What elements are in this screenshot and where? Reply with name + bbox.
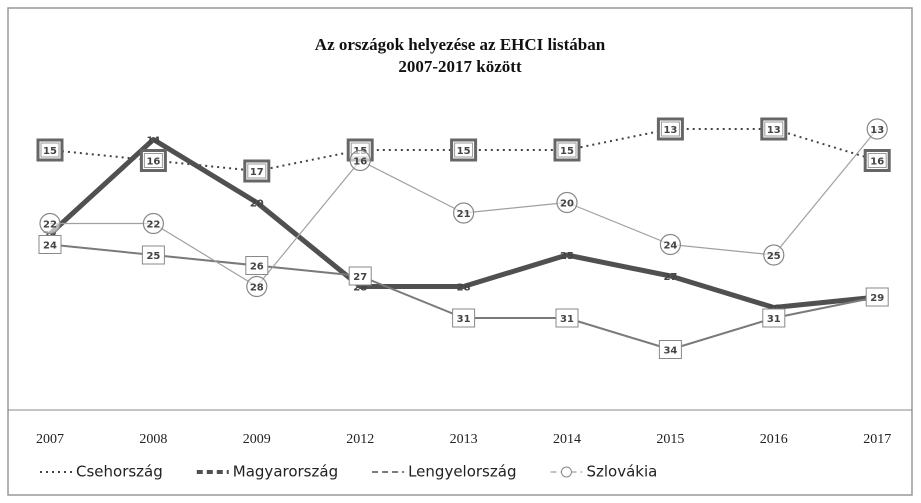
x-tick-label: 2014: [553, 432, 581, 447]
marker: [659, 233, 682, 256]
data-label: 27: [663, 272, 677, 283]
marker-inner: [143, 153, 163, 168]
data-label: 31: [457, 314, 471, 325]
marker-inner: [867, 153, 887, 168]
x-tick-label: 2007: [36, 432, 64, 447]
data-label: 27: [353, 272, 367, 283]
legend-item: Lengyelország: [372, 463, 516, 481]
data-label: 21: [457, 209, 471, 220]
marker: [555, 308, 579, 328]
data-label: 28: [250, 283, 264, 294]
data-label: 14: [146, 136, 160, 147]
marker: [348, 266, 372, 286]
legend-item: Szlovákia: [550, 463, 657, 481]
marker-inner: [764, 121, 784, 137]
data-label: 26: [250, 262, 264, 273]
data-label: 20: [250, 199, 264, 210]
data-label: 17: [250, 167, 264, 178]
marker: [658, 340, 682, 359]
marker: [865, 287, 889, 307]
marker: [349, 149, 371, 172]
data-label: 22: [146, 220, 160, 231]
series-line: [49, 128, 878, 172]
data-label: 25: [560, 251, 574, 262]
marker: [866, 118, 888, 140]
legend-label: Szlovákia: [586, 463, 657, 481]
data-label: 16: [353, 157, 367, 168]
marker: [245, 256, 269, 275]
x-tick-label: 2016: [760, 432, 788, 447]
marker: [141, 245, 165, 265]
marker-inner: [247, 163, 267, 179]
data-label: 16: [146, 157, 160, 168]
marker: [142, 212, 164, 235]
marker: [246, 275, 268, 298]
marker-inner: [660, 121, 680, 137]
data-label: 31: [767, 314, 781, 325]
data-label: 24: [663, 241, 677, 252]
data-label: 16: [870, 157, 884, 168]
x-tick-label: 2012: [346, 432, 374, 447]
data-label: 20: [560, 199, 574, 210]
marker-inner: [557, 142, 577, 158]
marker: [453, 202, 475, 224]
legend-marker: [560, 466, 572, 478]
legend-item: Csehország: [40, 463, 163, 481]
marker: [762, 308, 786, 328]
x-tick-label: 2009: [243, 432, 271, 447]
x-tick-label: 2008: [139, 432, 167, 447]
marker-inner: [454, 142, 474, 158]
x-tick-label: 2017: [863, 432, 891, 447]
data-label: 22: [43, 220, 57, 231]
data-label: 15: [43, 146, 57, 157]
data-label: 28: [353, 283, 367, 294]
data-label: 24: [43, 241, 57, 252]
chart-title: 2007-2017 között: [398, 57, 522, 76]
x-tick-label: 2015: [656, 432, 684, 447]
data-label: 13: [767, 125, 781, 136]
marker: [556, 191, 578, 214]
data-label: 28: [457, 283, 471, 294]
series-markers: 22 22 28 16 21 20 24 25 13: [39, 118, 888, 298]
chart-title: Az országok helyezése az EHCI listában: [315, 35, 606, 54]
data-label: 25: [767, 251, 781, 262]
marker: [763, 244, 785, 266]
data-label: 15: [457, 146, 471, 157]
marker: [38, 235, 62, 254]
series-markers: 24 25 26 27 31 31 34 31 29: [38, 235, 889, 359]
data-label: 29: [870, 293, 884, 304]
marker: [452, 308, 476, 328]
data-label: 13: [870, 125, 884, 136]
data-label: 13: [663, 125, 677, 136]
series-line: [48, 137, 878, 310]
marker-inner: [40, 142, 60, 158]
legend-label: Magyarország: [233, 463, 338, 481]
data-label: 25: [146, 251, 160, 262]
data-label: 15: [560, 146, 574, 157]
legend-item: Magyarország: [196, 463, 338, 481]
legend-label: Lengyelország: [408, 463, 516, 481]
legend-label: Csehország: [76, 463, 163, 481]
data-label: 34: [663, 346, 677, 357]
marker: [39, 212, 61, 235]
x-tick-label: 2013: [450, 432, 478, 447]
data-label: 31: [560, 314, 574, 325]
